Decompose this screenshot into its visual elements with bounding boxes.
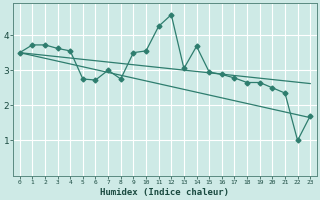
X-axis label: Humidex (Indice chaleur): Humidex (Indice chaleur) (100, 188, 229, 197)
